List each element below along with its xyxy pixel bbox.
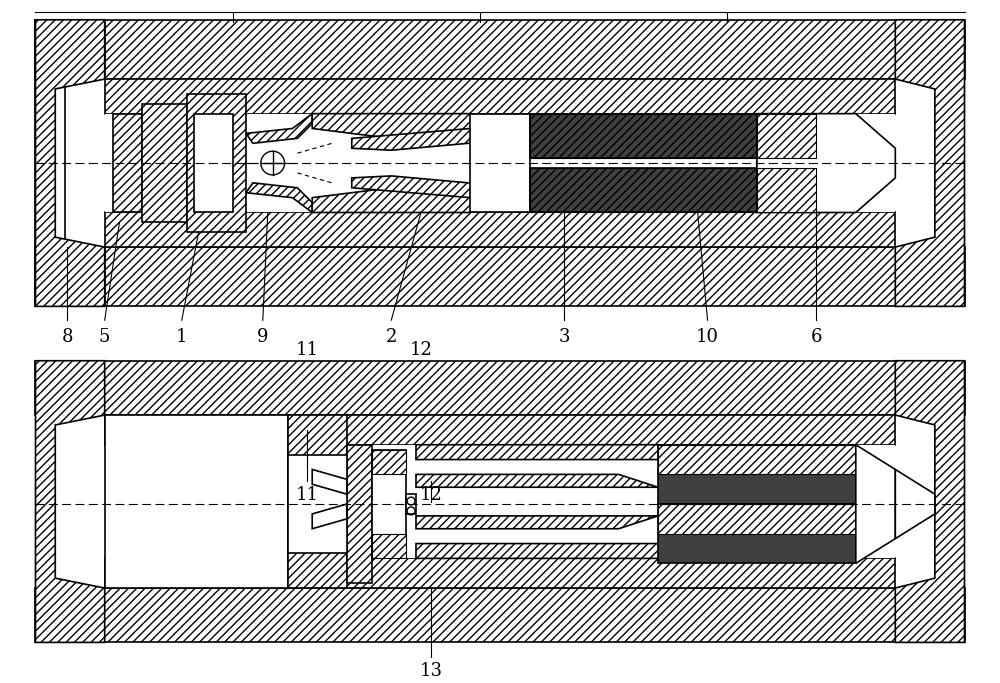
Bar [105, 415, 288, 588]
Polygon shape [35, 20, 105, 307]
Text: 11: 11 [296, 341, 319, 359]
Bar [105, 113, 895, 212]
Polygon shape [35, 361, 105, 643]
Bar [530, 168, 757, 212]
Polygon shape [416, 475, 658, 487]
Bar [406, 494, 416, 514]
Text: 3: 3 [558, 328, 570, 346]
Bar [530, 168, 757, 212]
Polygon shape [416, 544, 708, 559]
Polygon shape [416, 445, 708, 460]
Bar [105, 212, 895, 247]
Polygon shape [895, 361, 965, 643]
Bar [194, 113, 233, 212]
Bar [658, 504, 856, 533]
Polygon shape [312, 113, 490, 139]
Polygon shape [352, 176, 490, 197]
Bar [757, 113, 816, 158]
Bar [35, 588, 965, 643]
Bar [372, 449, 406, 559]
Text: 12: 12 [409, 341, 432, 359]
Text: 8: 8 [61, 328, 73, 346]
Bar [105, 79, 895, 113]
Polygon shape [312, 504, 347, 529]
Polygon shape [856, 445, 895, 563]
Bar [288, 415, 347, 588]
Bar [757, 113, 856, 212]
Polygon shape [35, 20, 105, 307]
Polygon shape [246, 183, 312, 212]
Polygon shape [416, 516, 658, 529]
Text: 12: 12 [419, 486, 442, 504]
Polygon shape [246, 113, 312, 143]
Bar [658, 533, 856, 563]
Bar [658, 445, 856, 475]
Bar [105, 445, 895, 559]
Text: 11: 11 [296, 486, 319, 504]
Polygon shape [312, 469, 347, 494]
Bar [530, 113, 757, 158]
Text: 9: 9 [257, 328, 269, 346]
Bar [35, 20, 965, 79]
Bar [372, 533, 406, 559]
Bar [35, 361, 965, 415]
Bar [372, 449, 406, 475]
Text: 2: 2 [386, 328, 397, 346]
Polygon shape [895, 469, 935, 539]
Bar [530, 113, 757, 158]
Text: 13: 13 [419, 662, 442, 680]
Bar [105, 415, 895, 445]
Bar [658, 504, 856, 533]
Polygon shape [312, 188, 490, 212]
Bar [658, 445, 856, 475]
Text: 10: 10 [696, 328, 719, 346]
Bar [347, 445, 372, 583]
Bar [194, 113, 233, 212]
Bar [35, 247, 965, 307]
Bar [113, 113, 142, 212]
Bar [142, 104, 187, 223]
Polygon shape [895, 20, 965, 307]
Bar [105, 559, 895, 588]
Polygon shape [352, 128, 490, 150]
Bar [470, 113, 530, 212]
Bar [658, 475, 856, 504]
Text: 1: 1 [176, 328, 188, 346]
Polygon shape [757, 113, 895, 212]
Text: 6: 6 [811, 328, 822, 346]
Bar [757, 168, 816, 212]
Text: 5: 5 [99, 328, 110, 346]
Bar [187, 94, 246, 232]
Bar [288, 455, 347, 553]
